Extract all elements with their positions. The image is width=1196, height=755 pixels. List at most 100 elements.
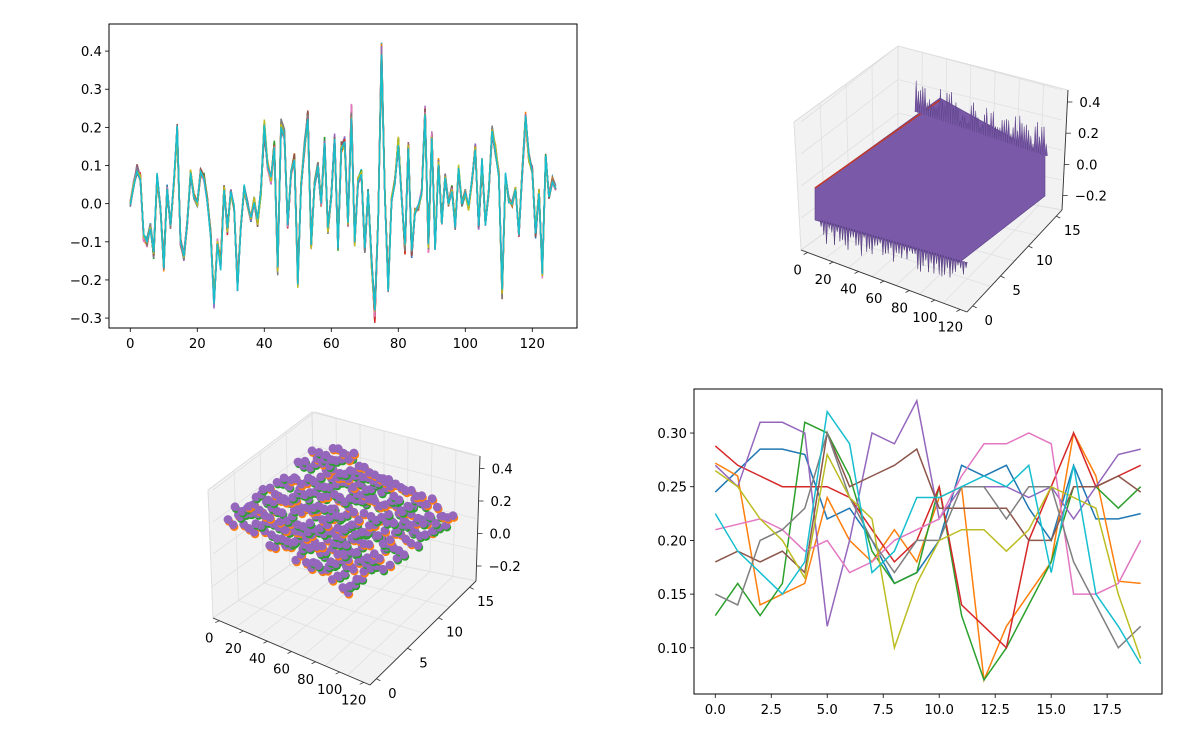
scatter-point [425,512,435,521]
z-tick-label: −0.2 [1075,190,1107,205]
panel-line-chart-top-left: 0 20 40 60 80 100 120 −0.3 −0.2 −0.1 0.0 0.1 0.2 0.3 0… [70,23,578,352]
x-tick-label: 20 [189,337,206,352]
scatter-point [385,535,395,545]
scatter-point [258,484,268,494]
scatter-point [255,505,264,515]
scatter-point [314,448,324,457]
x-tick [215,620,220,624]
axes-frame [693,388,1163,695]
x-tick [263,640,268,644]
scatter-point [417,491,427,501]
scatter-point [378,564,388,574]
z-tick-label: 0.0 [1076,158,1097,173]
x-tick-label: 17.5 [1092,703,1122,718]
z-tick-label: 0.2 [1078,127,1099,142]
grid-line [793,121,802,251]
y-tick-label: 0.1 [81,160,102,175]
y-axis-line [966,209,1063,313]
x-tick-label: 60 [866,292,883,307]
scatter-point [404,520,414,530]
y-tick-label: 0.3 [81,83,102,98]
y-tick [1056,215,1061,219]
x-tick [905,290,910,293]
grid-line [263,582,424,634]
scatter-point [432,502,442,512]
x-tick-label: 20 [815,273,832,288]
y-tick-label: 0.0 [81,198,102,213]
axes-frame [108,23,578,329]
y-tick-label: 0.25 [657,481,687,496]
y-tick-label: 15 [477,595,494,610]
x-tick-label: 80 [891,302,908,317]
y-tick-label: 10 [446,626,463,641]
grid-line [207,489,214,619]
scatter-point [319,504,329,514]
series-line [714,398,1141,627]
x-tick-label: 2.5 [761,703,782,718]
scatter-point [291,555,301,565]
scatter-point [324,513,334,523]
grid-line [800,45,1063,123]
x-tick-label: 10.0 [924,703,954,718]
z-tick-label: 0.2 [491,495,512,510]
y-tick-label: 5 [1012,284,1020,299]
scatter-point [394,495,404,505]
x-tick-label: 40 [840,282,857,297]
x-tick-label: 0 [793,263,801,278]
panel-line-chart-bottom-right: 0.0 2.5 5.0 7.5 10.0 12.5 15.0 17.5 0.10 0.15 0.20… [657,388,1163,718]
y-tick-label: 5 [419,656,427,671]
x-tick [239,630,244,634]
x-tick-label: 60 [273,663,290,678]
series-line [714,409,1142,665]
scatter-point [298,522,308,531]
y-tick [1028,245,1033,249]
scatter-point [448,511,458,521]
x-tick [359,681,364,685]
x-tick [803,252,808,255]
scatter-point [314,561,323,570]
scatter-point [406,485,416,495]
grid-line [233,470,239,601]
scatter-point [352,547,362,557]
x-tick-label: 40 [249,652,266,667]
x-tick-label: 7.5 [873,703,894,718]
grid-line [825,232,991,287]
scatter-point [344,454,354,464]
x-tick [828,261,834,265]
surface-spikes-bottom [819,219,968,278]
scatter-point [230,502,240,512]
y-tick [972,305,977,309]
z-tick-label: 0.0 [490,528,511,543]
scatter-point [431,518,440,528]
x-tick [879,280,885,284]
scatter-point [418,519,428,528]
x-tick-label: 20 [225,642,242,657]
scatter-point [289,537,299,547]
scatter-point [249,527,259,537]
x-tick-label: 80 [297,673,314,688]
scatter-point [265,513,275,522]
x-tick-label: 12.5 [980,703,1010,718]
scatter-point [300,456,310,466]
scatter-point [228,520,238,530]
y-axis-line [369,580,477,686]
x-tick-label: 100 [317,683,342,698]
x-tick [335,671,340,675]
x-tick-label: 0.0 [705,703,726,718]
scatter-point [398,507,407,516]
grid-line [238,600,397,660]
grid-line [212,445,477,523]
grid-line [800,79,1063,155]
y-tick [438,617,443,621]
scatter-point [349,507,358,517]
scatter-point [326,504,336,514]
scatter-point [399,550,409,559]
scatter-point [281,525,290,535]
scatter-point [349,448,359,458]
x-tick-label: 5.0 [817,703,838,718]
series-line [129,54,557,311]
z-tick-label: 0.4 [492,463,513,478]
